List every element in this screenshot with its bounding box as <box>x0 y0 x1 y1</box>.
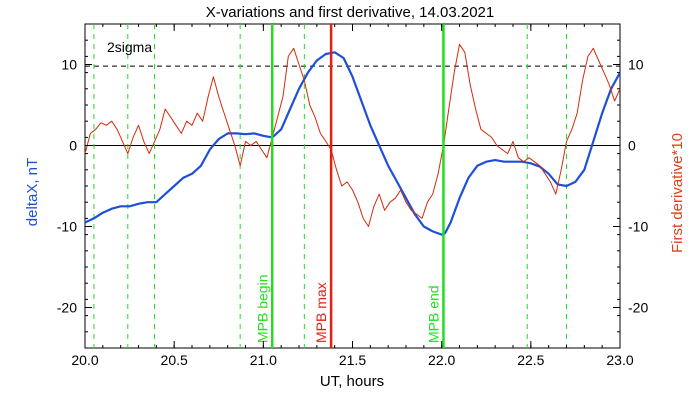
y-tick-label-right: -10 <box>628 219 648 235</box>
x-tick-label: 21.0 <box>250 352 277 368</box>
x-tick-label: 21.5 <box>339 352 366 368</box>
x-axis-title: UT, hours <box>320 373 384 390</box>
x-tick-label: 23.0 <box>606 352 633 368</box>
series-line-deltaX <box>84 51 621 236</box>
mpb-label-0: MPB begin <box>254 275 270 343</box>
x-tick-label: 20.0 <box>71 352 98 368</box>
y-tick-label-right: 10 <box>628 57 644 73</box>
mpb-label-1: MPB max <box>313 282 329 343</box>
x-tick-label: 22.0 <box>428 352 455 368</box>
y-tick-label-left: 10 <box>61 57 77 73</box>
plot-frame <box>84 23 621 349</box>
chart-title: X-variations and first derivative, 14.03… <box>206 4 495 21</box>
mpb-markers: MPB begin MPB max MPB end <box>254 24 445 348</box>
y-axis-title-left: deltaX, nT <box>24 158 41 226</box>
x-tick-label: 22.5 <box>517 352 544 368</box>
y-tick-label-right: -20 <box>628 300 648 316</box>
series-line-derivative <box>84 43 621 227</box>
y-tick-label-left: -10 <box>57 219 77 235</box>
sigma-label: 2sigma <box>107 39 152 55</box>
ticks-layer: 20.0 20.5 21.0 21.5 22.0 22.5 23.0 -20 -20 -10 -10… <box>57 23 648 368</box>
x-tick-label: 20.5 <box>161 352 188 368</box>
y-tick-label-left: 0 <box>69 138 77 154</box>
y-tick-label-right: 0 <box>628 138 636 154</box>
y-axis-title-right: First derivative*10 <box>669 133 686 253</box>
series-layer <box>84 43 621 236</box>
reference-lines <box>85 24 620 348</box>
mpb-label-2: MPB end <box>425 285 441 343</box>
y-tick-label-left: -20 <box>57 300 77 316</box>
